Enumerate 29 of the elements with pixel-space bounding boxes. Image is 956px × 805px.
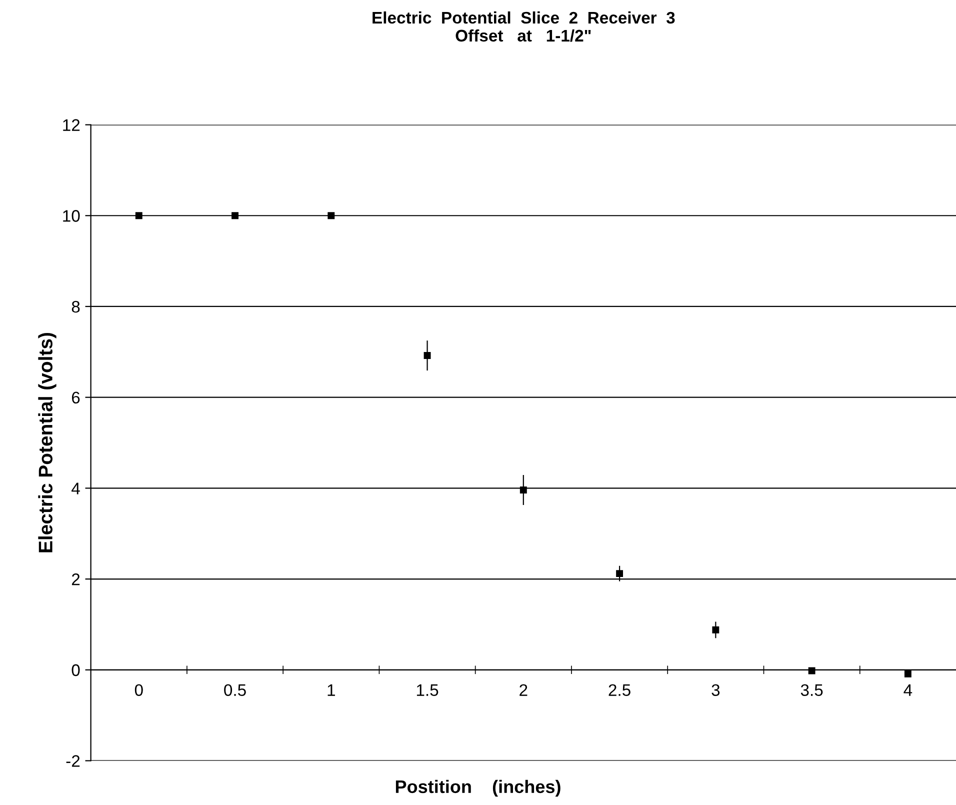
x-tick-label: 0.5 xyxy=(224,684,246,696)
point xyxy=(520,486,527,494)
x-tick-label: 2 xyxy=(520,684,528,696)
point xyxy=(135,212,142,220)
point xyxy=(904,670,912,678)
y-axis-title: Electric Potential (volts) xyxy=(38,332,56,552)
point xyxy=(328,212,335,220)
x-tick-label: 2.5 xyxy=(608,684,630,696)
point xyxy=(232,212,238,220)
point xyxy=(808,667,816,674)
x-axis-title: Postition (inches) xyxy=(396,780,560,797)
point xyxy=(616,570,624,578)
y-tick-label: 4 xyxy=(72,482,80,494)
y-tick-label: 6 xyxy=(72,392,80,404)
y-tick-label: 0 xyxy=(72,664,80,676)
chart-title: Electric Potential Slice 2 Receiver 3 Offset at 1-1/2" xyxy=(372,11,675,42)
y-tick-label: 12 xyxy=(63,119,80,131)
y-tick-label: -2 xyxy=(66,755,80,767)
point xyxy=(424,352,431,360)
x-tick-label: 3.5 xyxy=(800,684,823,696)
x-tick-label: 0 xyxy=(134,684,143,696)
y-tick-label: 10 xyxy=(63,210,80,222)
x-tick-label: 3 xyxy=(712,684,720,696)
y-tick-label: 2 xyxy=(72,573,80,586)
x-tick-label: 1.5 xyxy=(416,684,438,696)
x-tick-label: 4 xyxy=(904,684,912,696)
point xyxy=(712,626,720,634)
x-tick-label: 1 xyxy=(328,684,335,696)
y-tick-label: 8 xyxy=(72,300,80,313)
